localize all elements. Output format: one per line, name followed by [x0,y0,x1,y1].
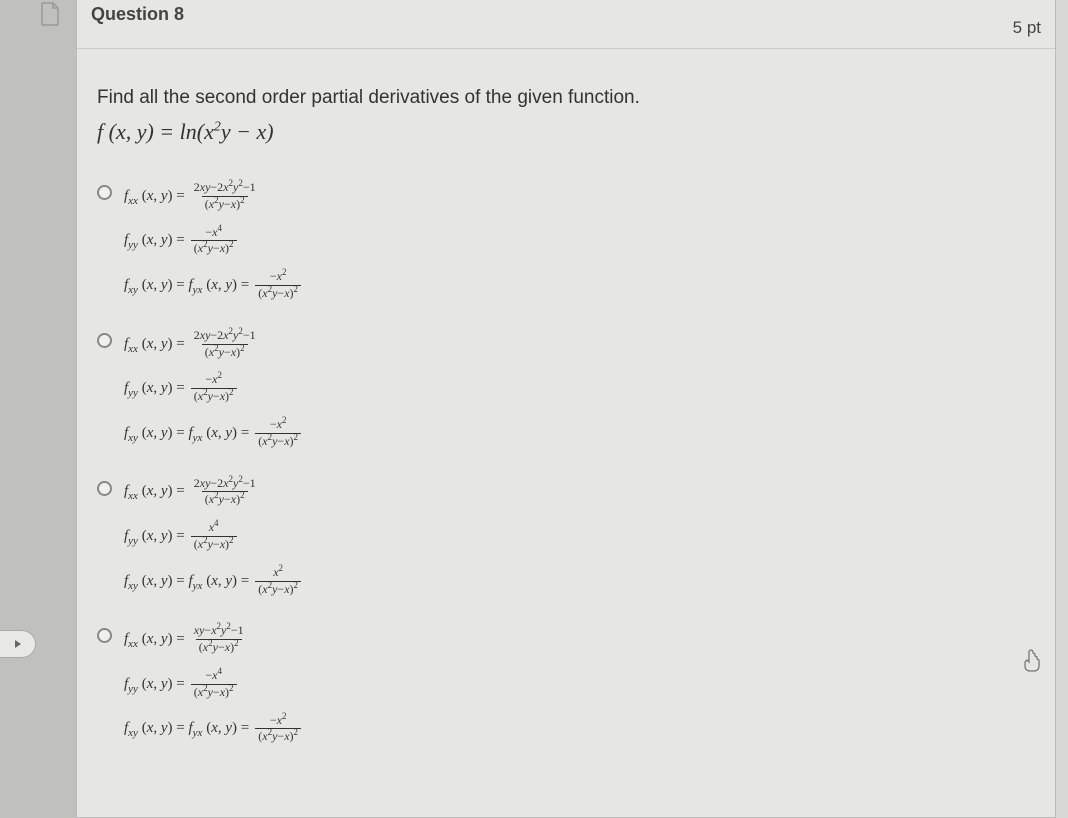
equation-fyy: fyy (x, y) = −x2(x2y−x)2 [124,373,303,404]
radio-button[interactable] [97,628,112,643]
question-header: Question 8 5 pt [77,0,1055,49]
question-prompt: Find all the second order partial deriva… [97,87,1035,109]
right-edge [1056,0,1068,818]
radio-button[interactable] [97,481,112,496]
equation-fxy: fxy (x, y) = fyx (x, y) = −x2(x2y−x)2 [124,418,303,449]
equation-fyy: fyy (x, y) = x4(x2y−x)2 [124,521,303,552]
radio-button[interactable] [97,333,112,348]
equation-fxx: fxx (x, y) = 2xy−2x2y2−1(x2y−x)2 [124,477,303,508]
expand-sidebar-button[interactable] [0,630,36,658]
equation-fyy: fyy (x, y) = −x4(x2y−x)2 [124,669,303,700]
question-panel: Question 8 5 pt Find all the second orde… [76,0,1056,818]
answer-option[interactable]: fxx (x, y) = xy−x2y2−1(x2y−x)2 fyy (x, y… [97,624,1035,744]
equation-fxx: fxx (x, y) = xy−x2y2−1(x2y−x)2 [124,624,303,655]
equation-fxy: fxy (x, y) = fyx (x, y) = −x2(x2y−x)2 [124,270,303,301]
question-points: 5 pt [1013,4,1041,38]
answer-option[interactable]: fxx (x, y) = 2xy−2x2y2−1(x2y−x)2 fyy (x,… [97,329,1035,449]
pointer-cursor-icon [1021,648,1043,680]
document-icon [40,2,60,32]
equation-fxx: fxx (x, y) = 2xy−2x2y2−1(x2y−x)2 [124,329,303,360]
equation-fxx: fxx (x, y) = 2xy−2x2y2−1(x2y−x)2 [124,181,303,212]
question-function: f (x, y) = ln(x2y − x) [97,119,1035,145]
answer-option[interactable]: fxx (x, y) = 2xy−2x2y2−1(x2y−x)2 fyy (x,… [97,181,1035,301]
equation-fxy: fxy (x, y) = fyx (x, y) = x2(x2y−x)2 [124,566,303,597]
answer-options: fxx (x, y) = 2xy−2x2y2−1(x2y−x)2 fyy (x,… [97,181,1035,744]
answer-option[interactable]: fxx (x, y) = 2xy−2x2y2−1(x2y−x)2 fyy (x,… [97,477,1035,597]
question-title: Question 8 [91,4,184,25]
radio-button[interactable] [97,185,112,200]
equation-fxy: fxy (x, y) = fyx (x, y) = −x2(x2y−x)2 [124,714,303,745]
left-gutter [0,0,76,818]
equation-fyy: fyy (x, y) = −x4(x2y−x)2 [124,226,303,257]
